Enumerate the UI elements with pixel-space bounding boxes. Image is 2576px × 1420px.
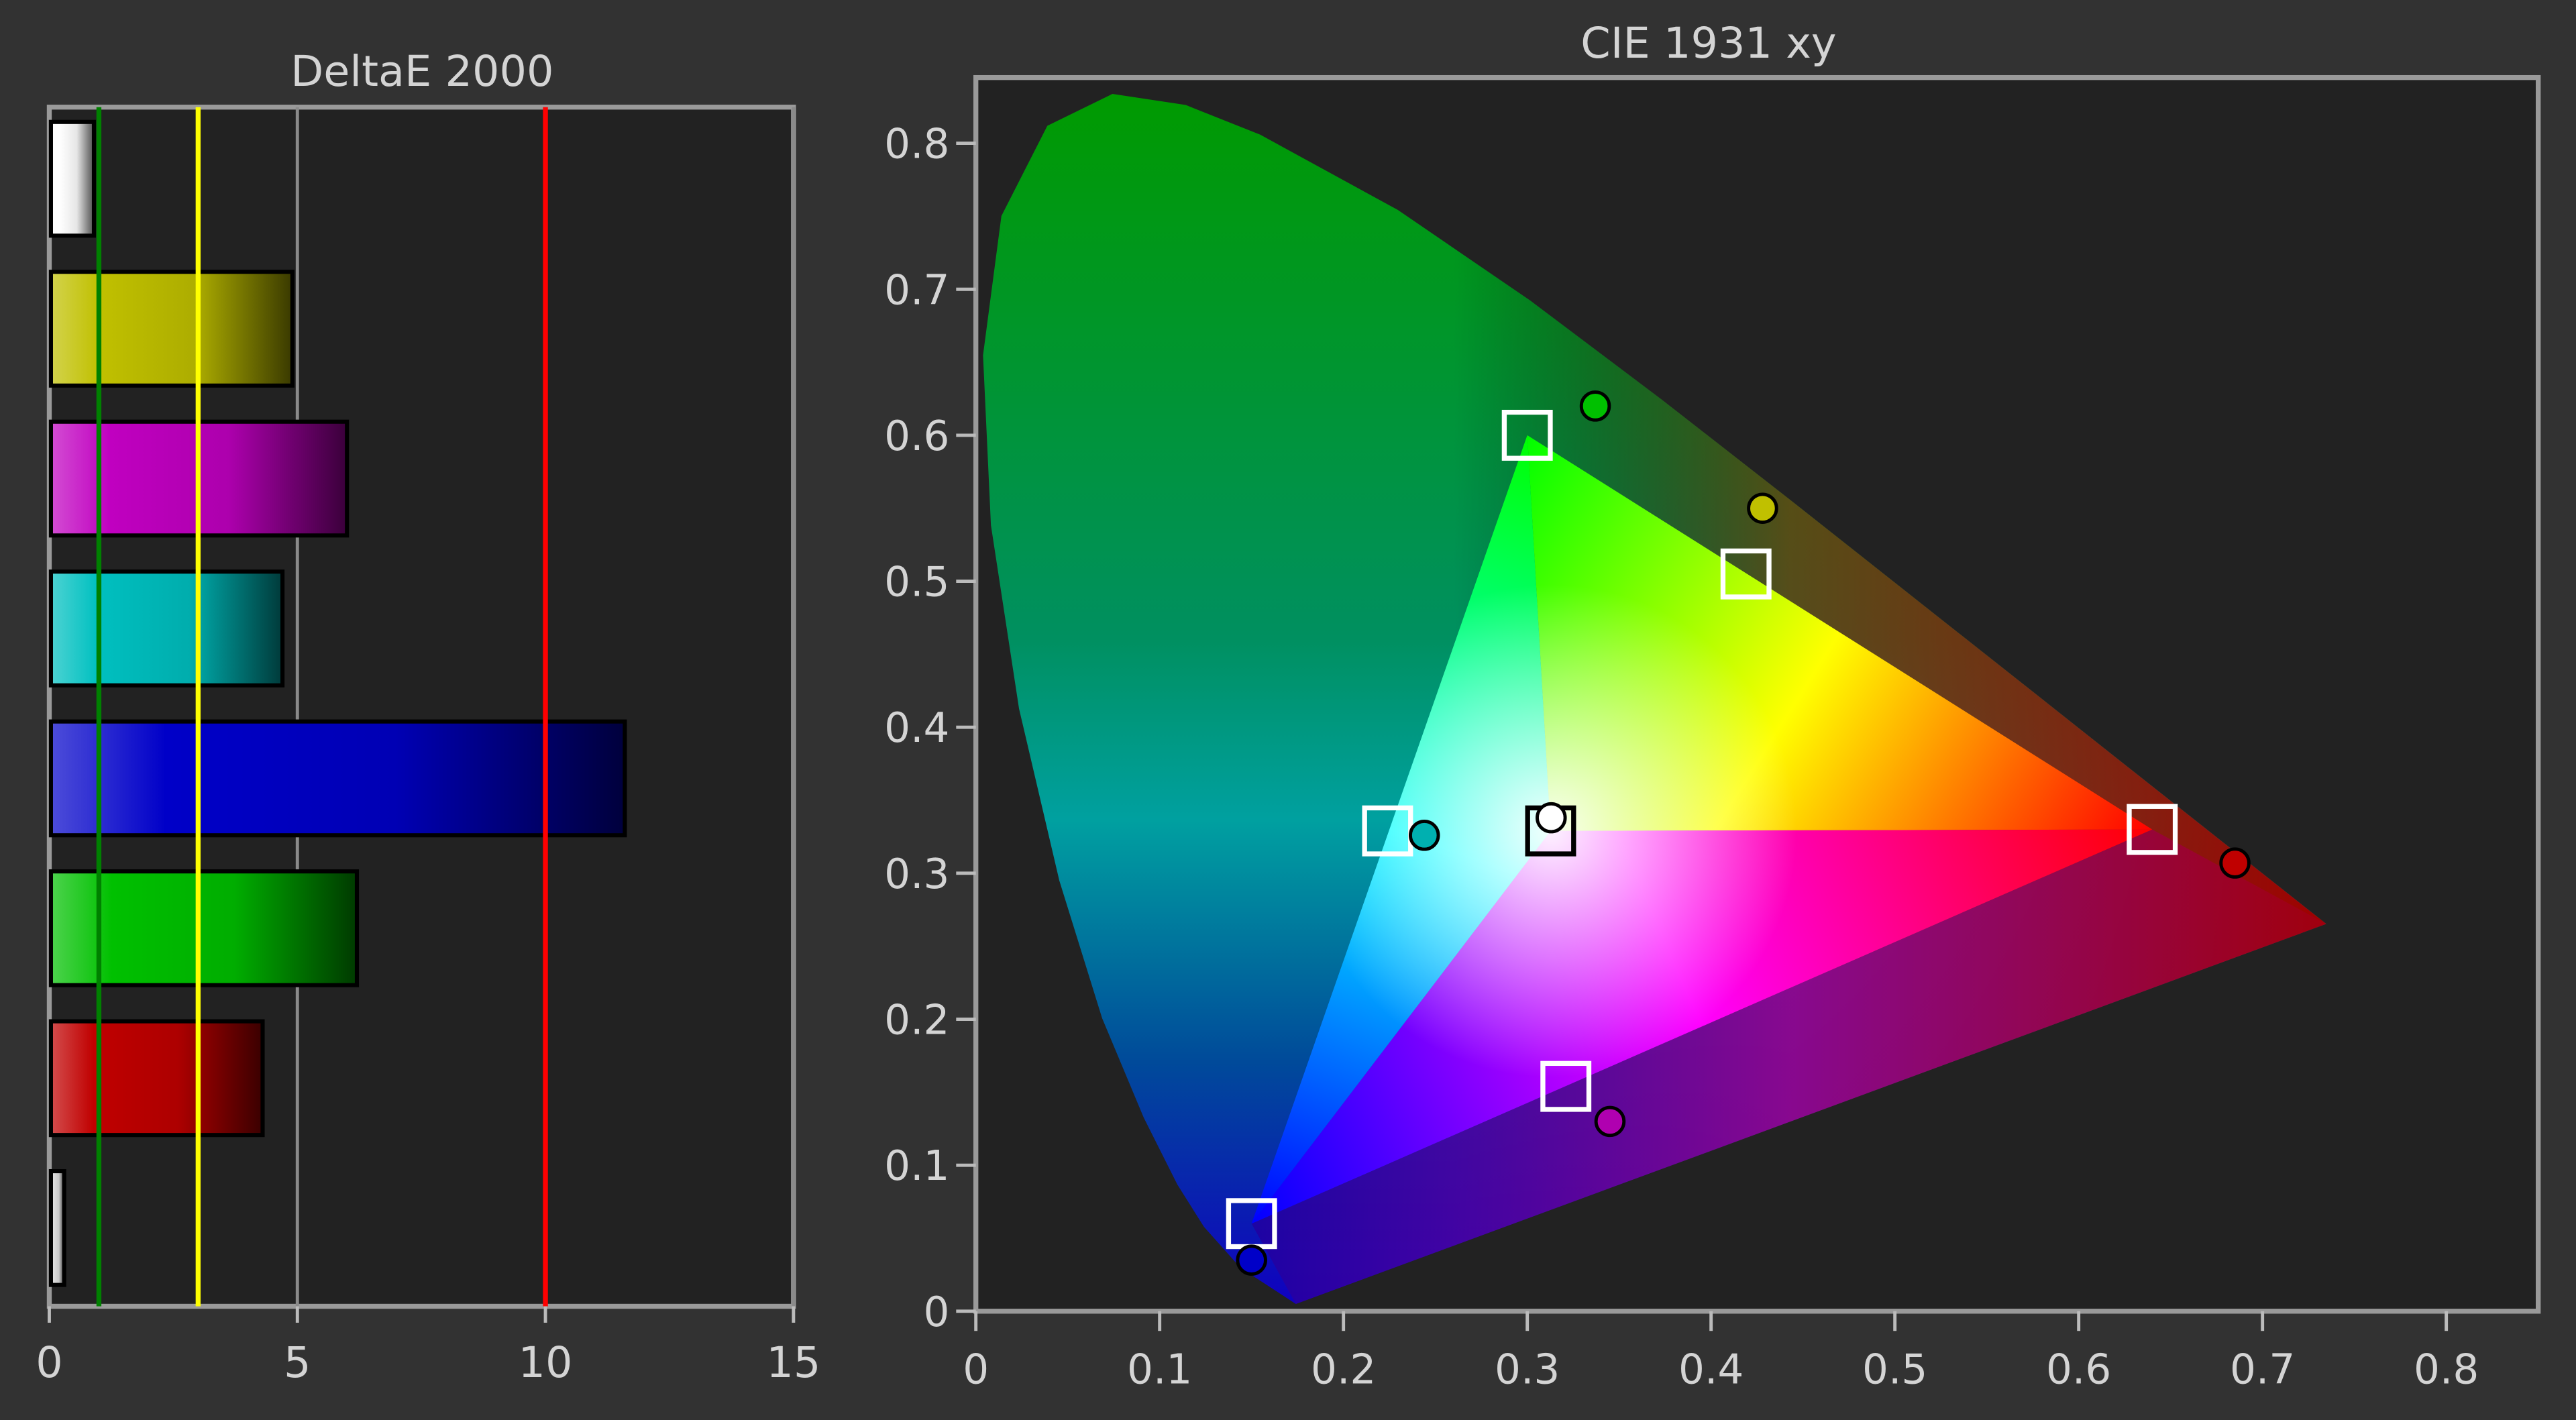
y-tick-label: 0.2 <box>884 997 949 1044</box>
deltae-bar <box>48 119 97 238</box>
measured-point <box>1408 820 1440 851</box>
target-square <box>2127 804 2178 855</box>
x-tick-label: 0.6 <box>2046 1346 2111 1394</box>
measured-point <box>1747 492 1778 524</box>
x-tick-label: 15 <box>766 1338 820 1388</box>
x-tick-label: 0.1 <box>1127 1346 1192 1394</box>
x-tick-label: 0.2 <box>1311 1346 1376 1394</box>
cie-points <box>1226 390 2251 1276</box>
target-square <box>1501 409 1553 461</box>
x-tick-label: 0 <box>36 1338 63 1388</box>
deltae-bar <box>48 569 285 688</box>
x-tick-label: 0 <box>963 1346 989 1394</box>
deltae-title: DeltaE 2000 <box>290 47 553 97</box>
x-tick-label: 0.3 <box>1495 1346 1560 1394</box>
white-point-glow <box>1251 435 2153 1224</box>
y-tick-label: 0.1 <box>884 1142 949 1190</box>
line-of-purples-fill <box>1251 829 2326 1304</box>
target-square <box>1540 1060 1592 1112</box>
y-tick-label: 0.6 <box>884 413 949 460</box>
x-tick-label: 0.8 <box>2414 1346 2479 1394</box>
deltae-bar <box>48 719 627 838</box>
deltae-bar <box>48 1168 66 1287</box>
x-tick-label: 10 <box>519 1338 573 1388</box>
x-tick-label: 5 <box>284 1338 311 1388</box>
deltae-x-axis: 0 5 10 15 <box>36 1306 820 1388</box>
measured-point <box>1536 802 1567 834</box>
x-tick-label: 0.7 <box>2230 1346 2295 1394</box>
deltae-reference-lines <box>96 107 548 1307</box>
target-square <box>1720 548 1772 600</box>
measured-point <box>1236 1244 1267 1276</box>
x-tick-label: 0.4 <box>1678 1346 1743 1394</box>
y-tick-label: 0.5 <box>884 559 949 606</box>
y-tick-label: 0.8 <box>884 121 949 168</box>
measured-point <box>1594 1105 1626 1138</box>
deltae-bar <box>48 270 294 388</box>
y-tick-label: 0.4 <box>884 704 949 752</box>
deltae-bar <box>48 869 360 987</box>
y-tick-label: 0.3 <box>884 851 949 898</box>
measured-point <box>2219 847 2251 879</box>
cie-title: CIE 1931 xy <box>1580 19 1836 68</box>
x-tick-label: 0.5 <box>1862 1346 1927 1394</box>
cie-chart: CIE 1931 xy 0 0.1 0.2 0.3 0.4 0.5 0.6 0.7 0.8 0 0.… <box>884 19 2541 1394</box>
deltae-bar <box>48 1019 265 1138</box>
y-tick-label: 0 <box>924 1289 950 1336</box>
y-tick-label: 0.7 <box>884 266 949 314</box>
deltae-chart: DeltaE 2000 0 5 10 15 <box>36 47 820 1388</box>
measured-point <box>1579 390 1611 422</box>
cie-axes: 0 0.1 0.2 0.3 0.4 0.5 0.6 0.7 0.8 0 0.1 0.2 0.3 0.4 0.… <box>884 121 2479 1394</box>
